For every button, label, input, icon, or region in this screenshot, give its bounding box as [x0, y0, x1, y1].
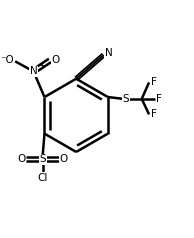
Text: F: F	[151, 109, 157, 119]
Text: O: O	[60, 154, 68, 164]
Text: N: N	[105, 48, 113, 58]
Text: F: F	[151, 77, 157, 87]
Text: N: N	[30, 66, 37, 76]
Text: S: S	[122, 94, 129, 104]
Text: Cl: Cl	[37, 173, 48, 183]
Text: S: S	[39, 154, 46, 164]
Text: O: O	[51, 55, 60, 64]
Text: +: +	[38, 61, 45, 70]
Text: O: O	[17, 154, 26, 164]
Text: ⁻O: ⁻O	[0, 55, 14, 65]
Text: F: F	[156, 94, 162, 104]
